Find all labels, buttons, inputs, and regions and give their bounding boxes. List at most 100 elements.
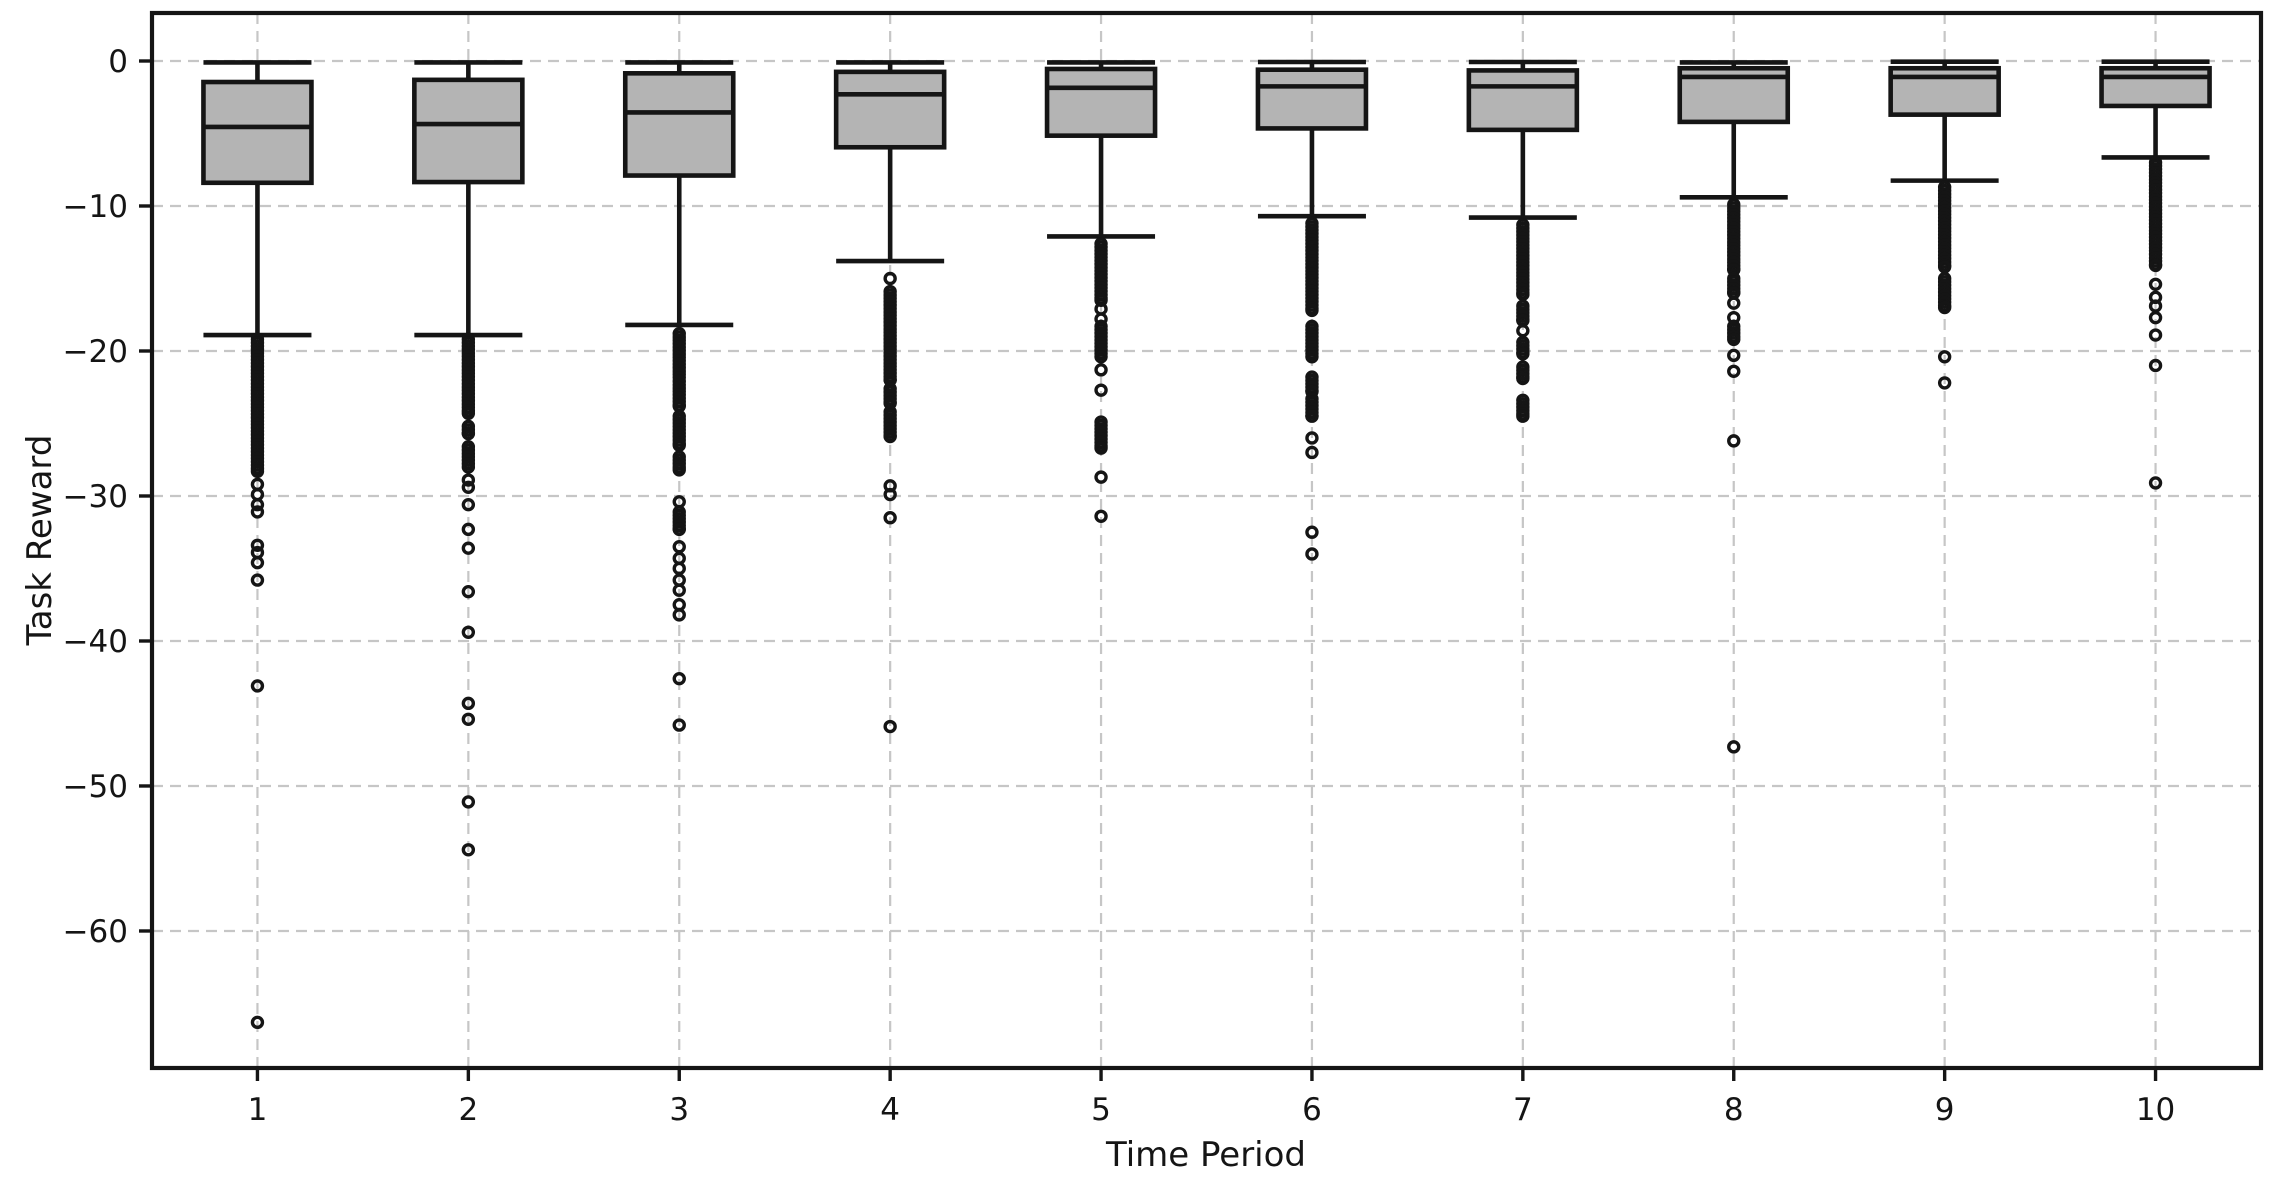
outlier-marker <box>1516 323 1530 338</box>
outlier-marker <box>1094 509 1108 523</box>
outlier-marker <box>461 541 476 555</box>
iqr-box <box>1466 68 1580 133</box>
outlier-marker <box>1305 303 1319 318</box>
outlier-marker <box>461 497 476 512</box>
outlier-marker <box>250 573 265 587</box>
y-tick-label: −30 <box>63 479 128 515</box>
box-group-10 <box>2099 59 2212 490</box>
outlier-marker <box>1305 525 1319 539</box>
outlier-marker <box>461 460 476 474</box>
outlier-marker <box>1305 350 1319 364</box>
outlier-marker <box>672 522 686 537</box>
outlier-marker <box>461 843 476 857</box>
outlier-marker <box>1937 350 1952 364</box>
iqr-box <box>2099 65 2212 109</box>
outlier-marker <box>672 718 686 732</box>
outlier-marker <box>1727 310 1741 325</box>
outlier-marker <box>1305 547 1319 561</box>
box-group-1 <box>201 60 314 1030</box>
outlier-marker <box>1727 740 1741 754</box>
x-tick-label: 2 <box>458 1092 478 1128</box>
iqr-box <box>201 79 314 186</box>
outlier-marker <box>250 1015 265 1030</box>
box-group-8 <box>1677 60 1791 754</box>
outlier-marker <box>883 719 897 734</box>
y-tick-label: −20 <box>63 334 128 370</box>
iqr-box <box>412 77 525 185</box>
outlier-marker <box>1937 376 1952 390</box>
outlier-marker <box>672 671 686 686</box>
box-group-3 <box>622 60 736 732</box>
outlier-marker <box>1516 409 1530 423</box>
x-tick-label: 10 <box>2136 1092 2175 1128</box>
outlier-marker <box>672 463 686 477</box>
x-tick-label: 5 <box>1091 1092 1111 1128</box>
outlier-marker <box>1305 409 1319 423</box>
outlier-marker <box>1094 350 1108 364</box>
outlier-marker <box>250 555 265 570</box>
outlier-marker <box>883 487 897 502</box>
outlier-marker <box>672 583 686 597</box>
outlier-marker <box>250 679 265 693</box>
iqr-box <box>622 71 736 178</box>
x-tick-label: 4 <box>880 1092 900 1128</box>
outlier-marker <box>461 473 476 487</box>
outlier-marker <box>1727 296 1741 310</box>
outlier-marker <box>461 712 476 726</box>
box-group-6 <box>1255 59 1369 561</box>
outlier-marker <box>2148 258 2163 273</box>
box-group-7 <box>1466 59 1580 423</box>
y-axis-title: Task Reward <box>20 434 60 646</box>
outlier-marker <box>461 696 476 711</box>
outlier-marker <box>2148 358 2163 373</box>
outlier-marker <box>461 480 476 494</box>
outlier-marker <box>250 538 265 552</box>
outlier-marker <box>672 608 686 622</box>
x-tick-label: 9 <box>1935 1092 1955 1128</box>
outlier-marker <box>250 464 265 479</box>
outlier-marker <box>1727 332 1741 347</box>
x-tick-label: 3 <box>669 1092 689 1128</box>
outlier-marker <box>461 406 476 421</box>
outlier-marker <box>250 497 265 512</box>
outlier-marker <box>2148 310 2163 325</box>
outlier-marker <box>250 505 265 519</box>
box-group-5 <box>1044 60 1158 523</box>
outlier-marker <box>1094 470 1108 484</box>
outlier-marker <box>1727 434 1741 448</box>
outlier-marker <box>672 495 686 509</box>
outlier-marker <box>2148 277 2163 291</box>
outlier-marker <box>2148 328 2163 342</box>
outlier-marker <box>1516 347 1530 361</box>
outlier-marker <box>1305 431 1319 445</box>
iqr-box <box>1255 67 1369 131</box>
outlier-marker <box>1727 348 1741 363</box>
outlier-marker <box>1305 445 1319 460</box>
y-tick-label: −50 <box>63 769 128 805</box>
outlier-marker <box>1094 363 1108 377</box>
box-group-2 <box>412 60 525 857</box>
outlier-marker <box>461 584 476 599</box>
outlier-marker <box>461 426 476 441</box>
x-tick-label: 6 <box>1302 1092 1322 1128</box>
y-tick-label: 0 <box>108 44 128 80</box>
iqr-box <box>833 69 947 150</box>
y-tick-label: −10 <box>63 189 128 225</box>
outlier-marker <box>2148 476 2163 490</box>
outlier-marker <box>883 429 897 444</box>
plot-border <box>149 10 2264 1071</box>
y-tick-label: −40 <box>63 624 128 660</box>
iqr-box <box>1044 66 1158 138</box>
outlier-marker <box>1094 441 1108 455</box>
outlier-marker <box>461 625 476 639</box>
outlier-marker <box>883 271 897 286</box>
x-tick-label: 8 <box>1724 1092 1744 1128</box>
x-tick-label: 1 <box>248 1092 268 1128</box>
outlier-marker <box>1937 300 1952 315</box>
outlier-marker <box>1094 312 1108 326</box>
x-axis-title: Time Period <box>1105 1135 1307 1175</box>
outlier-marker <box>461 522 476 537</box>
